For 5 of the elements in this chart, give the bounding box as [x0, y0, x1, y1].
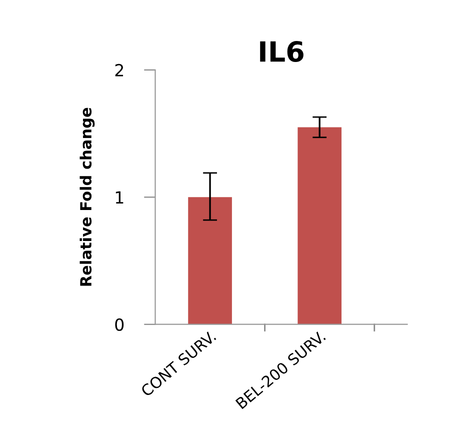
y-tick-label: 1 [116, 191, 124, 204]
y-tick-label: 2 [115, 64, 124, 76]
y-tick-label: 0 [115, 318, 124, 331]
y-axis-title: Relative Fold change [80, 108, 95, 286]
chart-title: IL6 [260, 41, 304, 62]
